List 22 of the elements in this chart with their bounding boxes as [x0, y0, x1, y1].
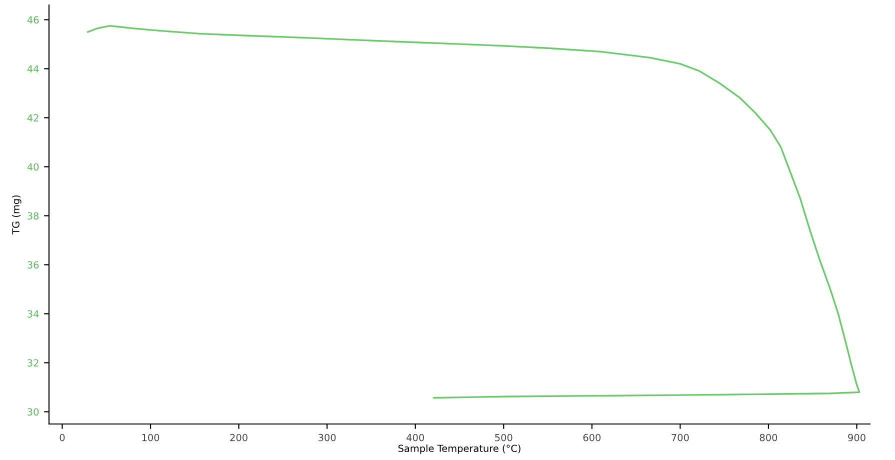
- x-tick-label: 300: [318, 434, 336, 442]
- x-tick-label: 0: [60, 434, 65, 442]
- x-tick-label: 800: [760, 434, 778, 442]
- y-tick-label: 44: [27, 65, 39, 72]
- x-tick-label: 900: [848, 434, 866, 442]
- y-tick-label: 32: [28, 359, 38, 367]
- x-axis-title: Sample Temperature (°C): [398, 444, 520, 454]
- y-axis-title: TG (mg): [12, 195, 22, 234]
- x-tick-label: 100: [142, 434, 160, 442]
- x-tick-label: 500: [495, 434, 512, 442]
- y-tick-label: 46: [27, 16, 39, 24]
- y-tick-label: 42: [27, 114, 38, 122]
- x-tick-label: 400: [406, 434, 424, 442]
- line-series: [87, 24, 860, 399]
- x-tick-label: 200: [230, 434, 248, 442]
- x-tick-label: 600: [583, 434, 601, 442]
- y-tick-label: 40: [27, 163, 39, 171]
- x-tick-label: 700: [672, 434, 689, 442]
- y-tick-label: 38: [28, 212, 39, 220]
- y-tick-label: 30: [28, 408, 39, 416]
- y-tick-label: 36: [28, 261, 39, 269]
- y-tick-label: 34: [28, 310, 39, 318]
